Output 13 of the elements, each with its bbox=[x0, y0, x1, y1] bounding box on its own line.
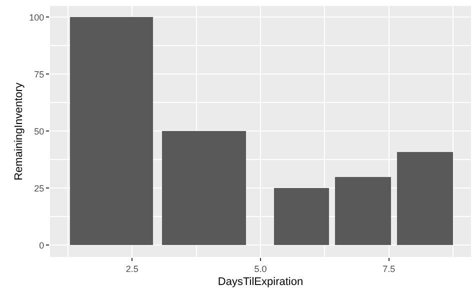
x-tick-label: 7.5 bbox=[382, 264, 396, 274]
bar bbox=[274, 188, 329, 245]
x-axis-title: DaysTilExpiration bbox=[218, 276, 304, 288]
x-tick-label: 2.5 bbox=[126, 264, 138, 274]
bar bbox=[397, 152, 453, 245]
bar bbox=[335, 177, 391, 245]
y-tick-label: 0 bbox=[39, 240, 44, 250]
y-tick-label: 50 bbox=[34, 126, 44, 136]
y-tick-label: 75 bbox=[34, 69, 44, 80]
x-tick-label: 5.0 bbox=[254, 264, 267, 274]
y-tick-label: 100 bbox=[29, 12, 44, 22]
y-axis-title: RemainingInventory bbox=[12, 82, 25, 180]
y-tick-label: 25 bbox=[34, 183, 44, 194]
